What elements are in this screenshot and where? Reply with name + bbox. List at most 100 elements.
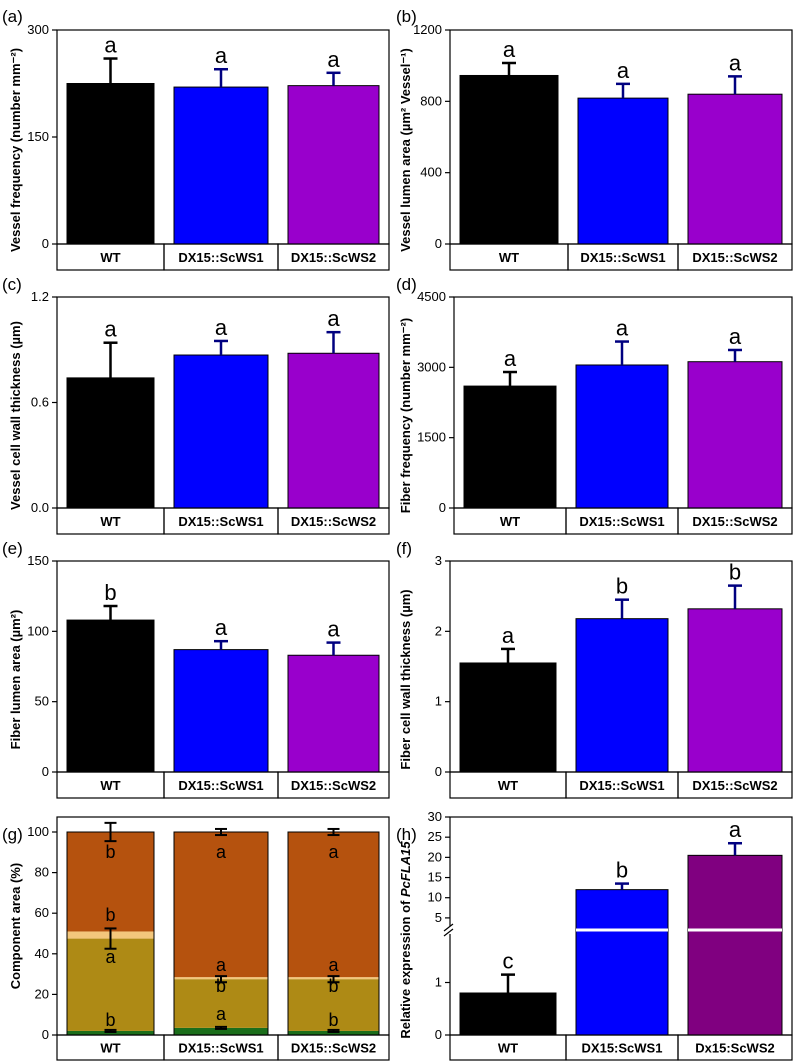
y-tick-label: 0 xyxy=(435,236,442,251)
category-boxes-e: WT DX15::ScWS1 DX15::ScWS2 xyxy=(56,771,390,799)
category-label: WT xyxy=(100,250,120,265)
category-boxes-f: WT DX15::ScWS1 DX15::ScWS2 xyxy=(449,771,793,799)
y-axis-label-gene: PcFLA15 xyxy=(398,841,413,897)
y-tick-label: 1200 xyxy=(413,22,442,37)
panel-f: 0 1 2 3 a b b xyxy=(435,553,793,779)
y-tick-label: 25 xyxy=(428,829,442,844)
y-tick-label: 300 xyxy=(27,22,49,37)
bar xyxy=(575,618,669,773)
significance-letter: a xyxy=(502,623,515,648)
category-label: DX15::ScWS2 xyxy=(291,778,376,793)
bar xyxy=(459,992,557,1036)
y-tick-label: 1500 xyxy=(417,430,446,445)
significance-letter: a xyxy=(729,817,742,842)
significance-letter: b xyxy=(105,905,115,925)
category-label: DX15::ScWS2 xyxy=(291,1041,376,1056)
significance-letter: a xyxy=(104,317,117,342)
axis-break-gap xyxy=(446,926,454,934)
category-label: DX15::ScWS1 xyxy=(178,250,263,265)
y-axis-label-f: Fiber cell wall thickness (µm) xyxy=(398,589,413,769)
category-label: DX15::ScWS2 xyxy=(291,250,376,265)
y-tick-label: 0.6 xyxy=(31,395,49,410)
y-axis-label-text: Relative expression of xyxy=(398,897,413,1039)
bar xyxy=(66,377,155,509)
significance-letter: a xyxy=(105,947,116,967)
significance-letter: b xyxy=(216,976,226,996)
stack-segment-base xyxy=(174,1027,268,1035)
bar xyxy=(173,86,269,245)
bar xyxy=(287,352,380,509)
category-label: DX15::ScWS2 xyxy=(692,250,777,265)
significance-letter: b xyxy=(328,976,338,996)
category-label: WT xyxy=(100,778,120,793)
y-tick-label: 0 xyxy=(435,764,442,779)
category-box xyxy=(677,243,793,271)
significance-letter: b xyxy=(328,1010,338,1030)
significance-letter: a xyxy=(216,1004,227,1024)
axis-break-mark xyxy=(443,928,454,937)
category-label: DX15::ScWS1 xyxy=(579,514,664,529)
bar xyxy=(577,97,669,245)
category-boxes-d: WT DX15::ScWS1 DX15::ScWS2 xyxy=(453,507,793,535)
y-tick-label: 10 xyxy=(428,890,442,905)
significance-letter: a xyxy=(328,955,339,975)
y-tick-label: 0 xyxy=(42,764,49,779)
y-tick-label: 100 xyxy=(27,623,49,638)
significance-letter: a xyxy=(504,346,517,371)
y-tick-label: 3000 xyxy=(417,359,446,374)
y-tick-label: 20 xyxy=(428,849,442,864)
bar xyxy=(459,74,559,245)
stack-segment-base xyxy=(67,1030,154,1035)
bar xyxy=(687,93,783,245)
category-label: WT xyxy=(499,250,519,265)
y-axis-label-d: Fiber frequency (number mm⁻²) xyxy=(398,318,413,513)
significance-letter: a xyxy=(503,37,516,62)
category-label: DX15::ScWS2 xyxy=(692,514,777,529)
bar xyxy=(459,662,557,773)
y-tick-label: 400 xyxy=(420,165,442,180)
bar xyxy=(66,619,155,773)
panel-label-h: (h) xyxy=(396,825,417,844)
category-boxes-c: WT DX15::ScWS1 DX15::ScWS2 xyxy=(56,507,390,535)
significance-letter: b xyxy=(105,1010,115,1030)
panel-label-a: (a) xyxy=(2,7,23,26)
significance-letter: c xyxy=(503,949,514,974)
category-box xyxy=(677,507,793,535)
category-label: WT xyxy=(100,1041,120,1056)
significance-letter: a xyxy=(216,842,227,862)
y-tick-label: 1 xyxy=(435,694,442,709)
significance-letter: a xyxy=(729,324,742,349)
y-tick-label: 1.2 xyxy=(31,289,49,304)
category-boxes-a: WT DX15::ScWS1 DX15::ScWS2 xyxy=(56,243,390,271)
y-axis-label-b: Vessel lumen area (µm² Vessel⁻¹) xyxy=(398,48,413,252)
category-box xyxy=(277,243,390,271)
y-tick-label: 0 xyxy=(42,1027,49,1042)
panel-label-b: (b) xyxy=(396,7,417,26)
category-label: DX15::ScWS1 xyxy=(178,1041,263,1056)
y-tick-label: 50 xyxy=(35,694,49,709)
panel-e: 0 50 100 150 b a a xyxy=(27,553,390,779)
bar xyxy=(173,649,269,773)
category-label: WT xyxy=(500,514,520,529)
bar xyxy=(463,385,557,509)
stack-segment-base xyxy=(288,1030,379,1035)
significance-letter: a xyxy=(327,306,340,331)
panel-a: 0 150 300 a a a xyxy=(27,22,390,251)
significance-letter: a xyxy=(327,47,340,72)
significance-letter: b xyxy=(616,574,628,599)
significance-letter: a xyxy=(104,33,117,58)
y-tick-label: 100 xyxy=(27,824,49,839)
y-axis-label-a: Vessel frequency (number mm⁻²) xyxy=(8,48,23,252)
y-tick-label: 150 xyxy=(27,553,49,568)
significance-letter: a xyxy=(327,617,340,642)
significance-letter: b xyxy=(104,580,116,605)
category-label: DX15:ScWS1 xyxy=(582,1041,663,1056)
stack-segment-heartwood xyxy=(288,832,379,978)
bar xyxy=(66,83,155,245)
y-tick-label: 20 xyxy=(35,986,49,1001)
bar xyxy=(687,854,783,1036)
category-box xyxy=(277,507,390,535)
category-label: DX15::ScWS1 xyxy=(178,778,263,793)
category-label: DX15::ScWS2 xyxy=(291,514,376,529)
